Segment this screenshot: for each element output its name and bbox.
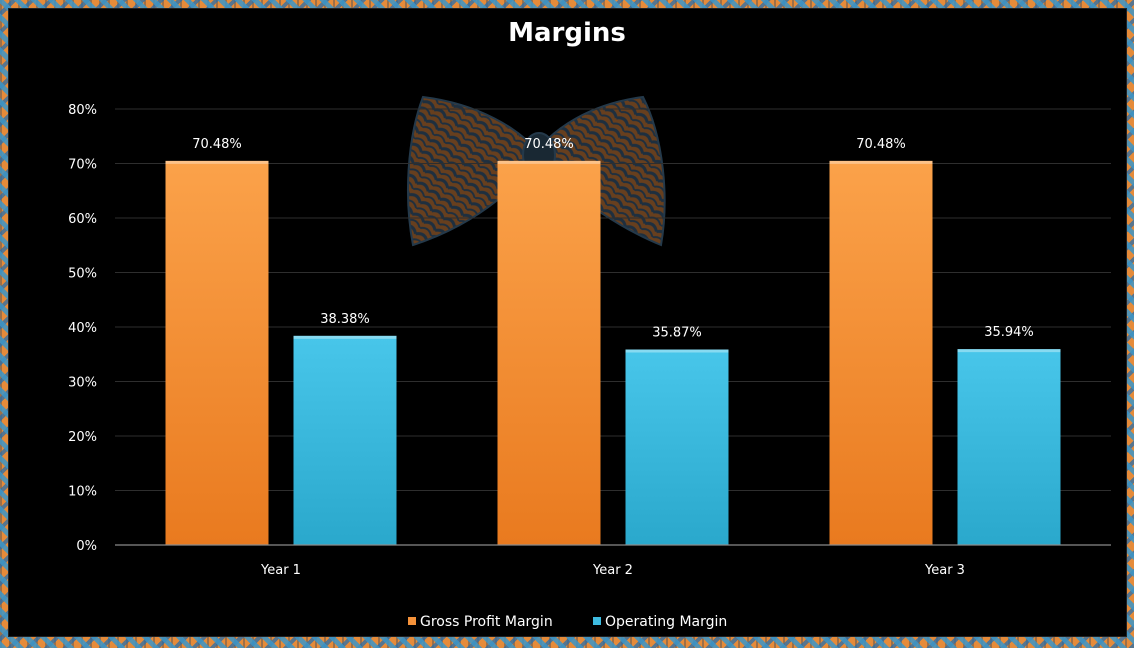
y-tick-label: 0%: [76, 539, 97, 554]
y-axis-ticks: 0% 10% 20% 30% 40% 50% 60% 70% 80%: [68, 103, 97, 554]
bar-highlight: [293, 335, 397, 339]
x-axis-ticks: Year 1 Year 2 Year 3: [260, 563, 965, 578]
chart-title: Margins: [508, 18, 626, 48]
bar-highlight: [625, 349, 729, 353]
legend-swatch-operating: [593, 617, 601, 625]
gridlines: [115, 108, 1111, 491]
legend-label-gross-profit[interactable]: Gross Profit Margin: [420, 614, 553, 630]
bar-highlight: [957, 349, 1061, 353]
data-label-gross-profit: 70.48%: [856, 137, 906, 152]
data-label-operating: 35.87%: [652, 326, 702, 341]
x-tick-label: Year 3: [924, 563, 965, 578]
bar-highlight: [829, 160, 933, 164]
legend-label-operating[interactable]: Operating Margin: [605, 614, 727, 630]
y-tick-label: 80%: [68, 103, 97, 118]
bow-tie-watermark: [406, 95, 666, 247]
y-tick-label: 10%: [68, 485, 97, 500]
bar-highlight: [165, 160, 269, 164]
bar-highlight: [497, 160, 601, 164]
bar-gross-profit[interactable]: [165, 160, 269, 545]
x-tick-label: Year 1: [260, 563, 301, 578]
legend[interactable]: Gross Profit Margin Operating Margin: [408, 614, 727, 630]
bar-operating[interactable]: [625, 349, 729, 545]
bar-operating[interactable]: [957, 349, 1061, 545]
bar-gross-profit[interactable]: [497, 160, 601, 545]
data-labels: 70.48% 38.38% 70.48% 35.87% 70.48% 35.94%: [192, 137, 1034, 341]
legend-swatch-gross-profit: [408, 617, 416, 625]
margins-chart: Margins 0% 10% 20% 30% 40% 50% 60% 70% 80% 70.48…: [68, 18, 1111, 630]
y-tick-label: 60%: [68, 212, 97, 227]
data-label-gross-profit: 70.48%: [192, 137, 242, 152]
bar-operating[interactable]: [293, 335, 397, 545]
y-tick-label: 50%: [68, 267, 97, 282]
bars: [165, 160, 1061, 545]
bar-gross-profit[interactable]: [829, 160, 933, 545]
chart-frame: Margins 0% 10% 20% 30% 40% 50% 60% 70% 80% 70.48…: [8, 8, 1127, 637]
data-label-operating: 35.94%: [984, 325, 1034, 340]
y-tick-label: 40%: [68, 321, 97, 336]
x-tick-label: Year 2: [592, 563, 633, 578]
y-tick-label: 70%: [68, 158, 97, 173]
data-label-gross-profit: 70.48%: [524, 137, 574, 152]
y-tick-label: 30%: [68, 376, 97, 391]
data-label-operating: 38.38%: [320, 312, 370, 327]
y-tick-label: 20%: [68, 430, 97, 445]
